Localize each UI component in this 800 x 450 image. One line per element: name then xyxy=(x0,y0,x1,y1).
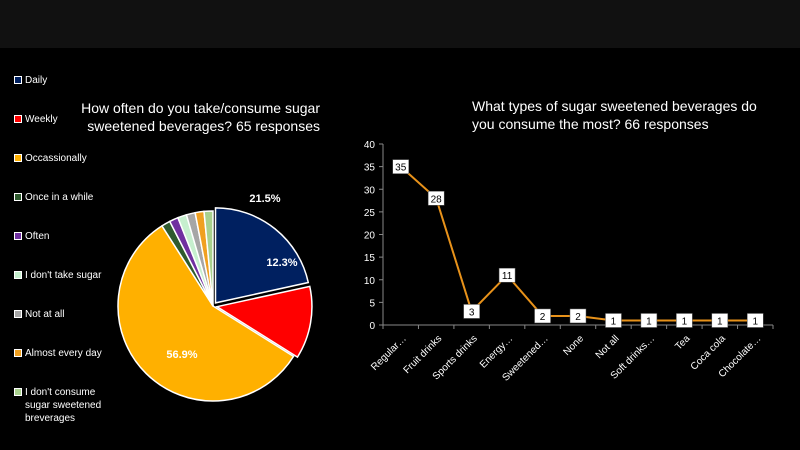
data-label: 1 xyxy=(676,313,693,328)
y-tick-label: 0 xyxy=(369,321,375,332)
legend-item-once-in-a-while: Once in a while xyxy=(14,191,93,204)
data-label-text: 1 xyxy=(752,316,758,327)
legend-swatch xyxy=(14,115,22,123)
data-label-box xyxy=(392,159,409,174)
data-label-text: 1 xyxy=(717,316,723,327)
data-label: 1 xyxy=(747,313,764,328)
pie-data-label: 12.3% xyxy=(266,257,297,269)
legend-swatch xyxy=(14,193,22,201)
data-label: 35 xyxy=(392,159,409,174)
legend-swatch xyxy=(14,388,22,396)
data-label-text: 1 xyxy=(611,316,617,327)
legend-swatch xyxy=(14,349,22,357)
pie-slice-occassionally xyxy=(117,224,295,402)
legend-label: Weekly xyxy=(25,114,58,125)
data-label-text: 2 xyxy=(540,312,546,323)
data-label-box xyxy=(498,267,516,283)
x-tick-label: Energy… xyxy=(478,333,515,370)
y-tick-label: 10 xyxy=(364,276,376,287)
legend-item-daily: Daily xyxy=(14,74,47,87)
data-label-text: 28 xyxy=(431,194,443,205)
data-label: 28 xyxy=(427,191,445,206)
data-label-text: 1 xyxy=(646,316,652,327)
data-label: 3 xyxy=(463,304,480,319)
data-label-text: 3 xyxy=(469,307,475,318)
data-label-box xyxy=(640,313,658,328)
pie-chart-title: How often do you take/consume sugar swee… xyxy=(81,100,320,134)
data-label: 11 xyxy=(498,267,516,283)
data-label-box xyxy=(747,313,764,328)
x-tick-label: None xyxy=(561,333,586,358)
legend-swatch xyxy=(14,76,22,84)
series-line xyxy=(400,165,756,322)
y-tick-label: 20 xyxy=(364,231,376,242)
legend-item-almost-every-day: Almost every day xyxy=(14,347,102,360)
data-label-text: 11 xyxy=(502,271,513,282)
y-tick-label: 40 xyxy=(364,140,376,151)
data-label: 2 xyxy=(569,308,587,324)
data-label-box xyxy=(534,308,551,324)
legend-item-not-at-all: Not at all xyxy=(14,308,64,321)
data-label-box xyxy=(569,308,587,324)
legend-label: I don't take sugar xyxy=(25,270,102,281)
data-label-box xyxy=(711,313,729,328)
legend-label: Occassionally xyxy=(25,153,87,164)
data-label-text: 35 xyxy=(395,163,407,174)
data-label-box xyxy=(427,191,445,206)
y-tick-label: 15 xyxy=(364,253,376,264)
y-tick-label: 35 xyxy=(364,163,376,174)
data-label-box xyxy=(463,304,480,319)
data-label: 1 xyxy=(605,313,622,328)
legend-label: Almost every day xyxy=(25,348,102,359)
legend-swatch xyxy=(14,232,22,240)
top-bar xyxy=(0,0,800,48)
x-tick-label: Tea xyxy=(673,333,692,352)
data-label: 1 xyxy=(711,313,729,328)
legend-label: Daily xyxy=(25,75,48,86)
legend-item-i-don-t-take-sugar: I don't take sugar xyxy=(14,269,101,282)
data-label: 2 xyxy=(534,308,551,324)
legend-swatch xyxy=(14,271,22,279)
line-chart-title: What types of sugar sweetened beverages … xyxy=(472,98,757,132)
data-label-box xyxy=(676,313,693,328)
pie-data-label: 56.9% xyxy=(166,349,197,361)
pie-data-label: 21.5% xyxy=(249,193,280,205)
legend-item-often: Often xyxy=(14,230,49,243)
legend-item-weekly: Weekly xyxy=(14,113,58,126)
y-tick-label: 5 xyxy=(369,298,375,309)
data-label-text: 2 xyxy=(575,312,581,323)
y-tick-label: 25 xyxy=(364,208,376,219)
pie-slice-i-don-t-consume-sugar-sweetened-breverages xyxy=(203,210,214,307)
data-label-box xyxy=(605,313,622,328)
legend-item-occassionally: Occassionally xyxy=(14,152,87,165)
legend-label: I don't consume sugar sweetened breverag… xyxy=(25,387,102,424)
legend-item-i-don-t-consume-sugar-sweetened-breverages: I don't consume sugar sweetened breverag… xyxy=(14,386,120,425)
data-label-text: 1 xyxy=(682,316,688,327)
data-label: 1 xyxy=(640,313,658,328)
pie-slice-weekly xyxy=(214,285,313,359)
legend-label: Often xyxy=(25,231,50,242)
y-tick-label: 30 xyxy=(364,185,376,196)
pie-slice-daily xyxy=(214,207,310,304)
x-tick-label: Not all xyxy=(594,333,622,361)
legend-label: Not at all xyxy=(25,309,65,320)
legend-swatch xyxy=(14,154,22,162)
legend-swatch xyxy=(14,310,22,318)
legend-label: Once in a while xyxy=(25,192,94,203)
